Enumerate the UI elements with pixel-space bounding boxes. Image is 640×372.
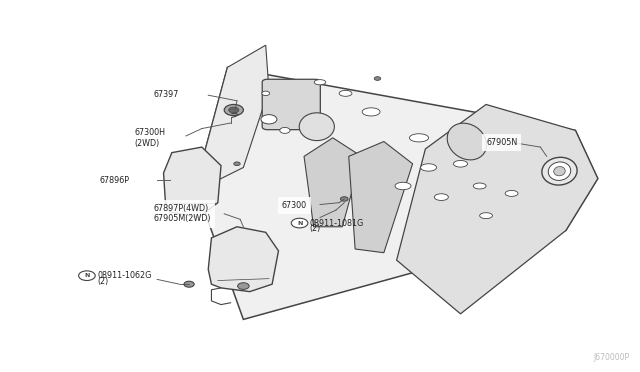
Ellipse shape <box>554 167 565 176</box>
Ellipse shape <box>395 182 411 190</box>
Polygon shape <box>208 227 278 292</box>
Polygon shape <box>349 141 413 253</box>
Text: N: N <box>84 273 90 278</box>
Text: 67300H
(2WD): 67300H (2WD) <box>135 128 166 148</box>
Ellipse shape <box>420 164 436 171</box>
Ellipse shape <box>340 197 348 201</box>
Polygon shape <box>397 105 598 314</box>
Text: (2): (2) <box>97 277 108 286</box>
Polygon shape <box>164 147 221 218</box>
Ellipse shape <box>473 183 486 189</box>
Ellipse shape <box>262 91 269 96</box>
Text: 08911-1062G: 08911-1062G <box>97 271 152 280</box>
Ellipse shape <box>410 134 429 142</box>
Text: 08911-1081G: 08911-1081G <box>310 219 364 228</box>
Text: 67896P: 67896P <box>100 176 130 185</box>
Ellipse shape <box>234 162 240 166</box>
Text: 67397: 67397 <box>154 90 179 99</box>
Ellipse shape <box>548 162 571 180</box>
Polygon shape <box>195 45 269 186</box>
Ellipse shape <box>542 157 577 185</box>
Ellipse shape <box>228 107 239 113</box>
Ellipse shape <box>237 283 249 289</box>
Ellipse shape <box>184 281 194 287</box>
Text: N: N <box>297 221 302 225</box>
Ellipse shape <box>261 115 277 124</box>
Ellipse shape <box>339 90 352 96</box>
Ellipse shape <box>314 80 326 85</box>
Text: 67905N: 67905N <box>486 138 517 147</box>
Ellipse shape <box>479 213 492 219</box>
Ellipse shape <box>374 77 381 80</box>
Circle shape <box>291 218 308 228</box>
Text: J670000P: J670000P <box>594 353 630 362</box>
Polygon shape <box>304 138 362 227</box>
Circle shape <box>79 271 95 280</box>
Ellipse shape <box>447 123 486 160</box>
Text: 67300: 67300 <box>282 201 307 210</box>
Ellipse shape <box>435 194 449 201</box>
Ellipse shape <box>505 190 518 196</box>
Ellipse shape <box>362 108 380 116</box>
Ellipse shape <box>454 160 467 167</box>
FancyBboxPatch shape <box>262 79 320 130</box>
Polygon shape <box>195 67 598 320</box>
Ellipse shape <box>280 128 290 134</box>
Text: 67897P(4WD)
67905M(2WD): 67897P(4WD) 67905M(2WD) <box>154 204 211 224</box>
Text: (2): (2) <box>310 224 321 233</box>
Ellipse shape <box>300 113 334 141</box>
Ellipse shape <box>224 105 243 116</box>
